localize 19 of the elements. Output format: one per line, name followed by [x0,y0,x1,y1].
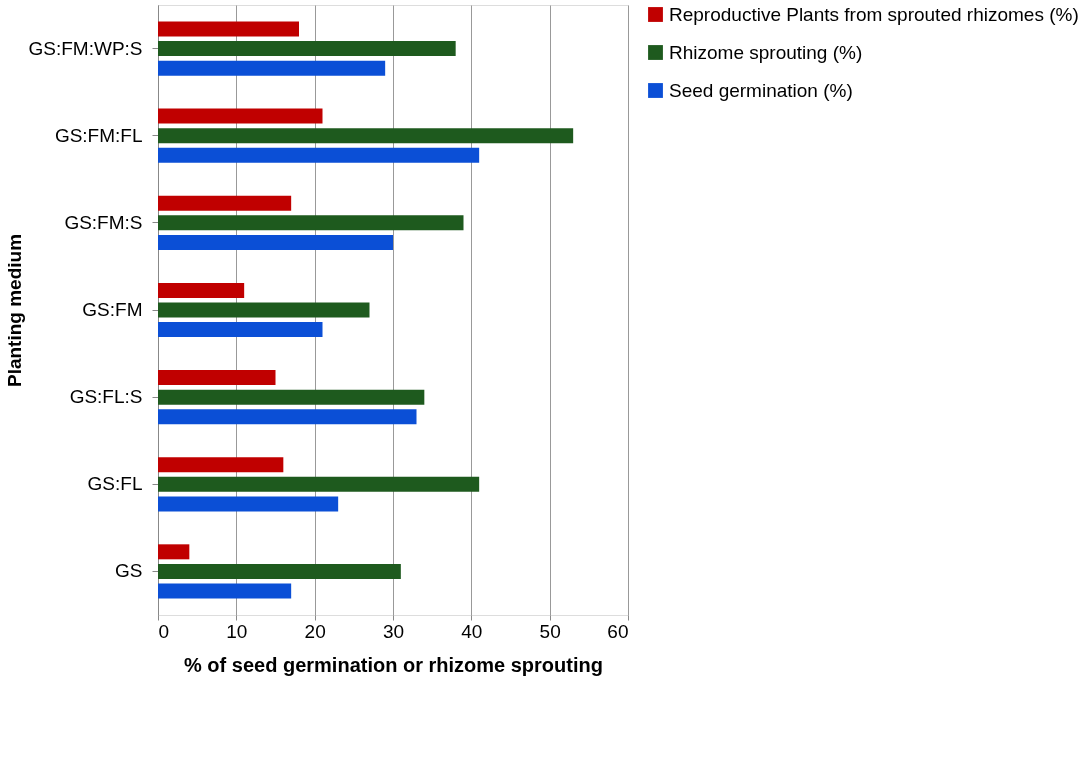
y-tick-label: GS:FM [82,299,143,320]
x-axis-title: % of seed germination or rhizome sprouting [184,653,603,676]
y-axis-title: Planting medium [3,233,25,388]
x-tick-label: 60 [607,620,629,642]
y-tick-label: GS:FL [87,473,143,495]
legend-label: Rhizome sprouting (%) [669,41,863,63]
legend-label: Reproductive Plants from sprouted rhizomes (%) [669,3,1079,25]
legend-label: Seed germination (%) [669,79,853,101]
y-tick-label: GS:FL:S [69,386,143,408]
x-tick-label: 40 [461,620,483,642]
x-tick-label: 50 [539,620,561,642]
y-tick-label: GS:FM:WP:S [28,37,143,59]
y-tick-label: GS [115,560,143,582]
x-tick-label: 10 [226,620,248,642]
x-tick-label: 0 [158,620,170,642]
x-tick-label: 20 [304,620,326,642]
x-tick-label: 30 [382,620,405,642]
y-tick-label: GS:FM:FL [54,124,143,146]
y-tick-label: GS:FM:S [64,211,143,233]
